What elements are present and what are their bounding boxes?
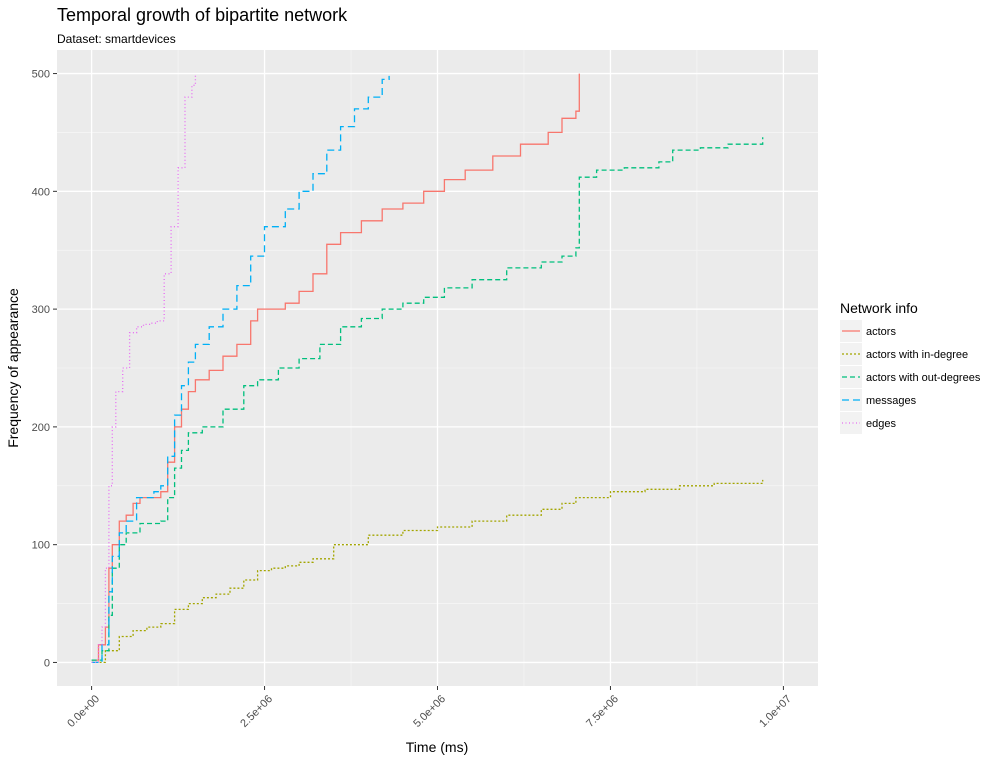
chart-subtitle: Dataset: smartdevices — [57, 32, 176, 46]
series-line-2 — [91, 479, 764, 664]
x-tick-label: 5.0e+06 — [411, 693, 448, 730]
y-axis-title: Frequency of appearance — [5, 288, 21, 448]
series-line-5 — [91, 73, 197, 664]
legend-label: edges — [866, 418, 896, 430]
y-tick-label: 200 — [32, 422, 50, 434]
x-axis: 0.0e+00 2.5e+06 5.0e+06 7.5e+06 1.0e+07 — [65, 686, 794, 730]
legend: Network info actors actors with in-degree… — [840, 300, 981, 434]
legend-label: actors — [866, 326, 896, 338]
y-tick-label: 400 — [32, 186, 50, 198]
legend-label: actors with in-degree — [866, 349, 968, 361]
x-tick-label: 2.5e+06 — [238, 693, 275, 730]
series-line-3 — [91, 137, 764, 661]
y-tick-label: 100 — [32, 540, 50, 552]
legend-label: messages — [866, 395, 917, 407]
legend-key-bg — [840, 412, 862, 434]
series-layer — [91, 73, 764, 664]
y-tick-label: 500 — [32, 69, 50, 81]
chart-title: Temporal growth of bipartite network — [57, 5, 348, 25]
x-axis-title: Time (ms) — [406, 739, 468, 755]
y-tick-label: 300 — [32, 304, 50, 316]
legend-label: actors with out-degrees — [866, 372, 981, 384]
series-line-4 — [91, 75, 390, 664]
legend-title: Network info — [840, 300, 918, 316]
series-line-1 — [91, 73, 580, 661]
x-tick-label: 7.5e+06 — [584, 693, 621, 730]
y-tick-label: 0 — [44, 657, 50, 669]
legend-key-bg — [840, 389, 862, 411]
y-axis: 0 100 200 300 400 500 — [32, 69, 57, 669]
x-tick-label: 1.0e+07 — [757, 693, 794, 730]
x-tick-label: 0.0e+00 — [65, 693, 102, 730]
